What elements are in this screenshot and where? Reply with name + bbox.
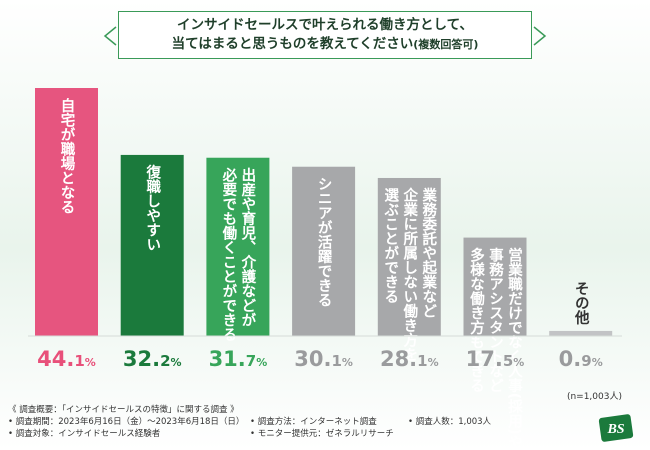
title-line-2-suffix: (複数回答可) — [413, 38, 479, 51]
bar-label-5-line-1: 選ぶことができる — [382, 188, 399, 304]
bar-group-7: その他 0.9% — [549, 281, 613, 371]
bar-group-4: シニアが活躍できる 30.1% — [292, 166, 356, 371]
bar-label-4-line-1: シニアが活躍できる — [316, 177, 332, 308]
bar-3 — [206, 157, 270, 336]
bar-6 — [463, 237, 527, 336]
title-line-1: インサイドセールスで叶えられる働き方として、 — [177, 17, 473, 33]
value-label-1: 44.1% — [37, 347, 96, 371]
title-line-2: 当てはまると思うものを教えてください(複数回答可) — [172, 35, 479, 54]
bar-label-6-line-1: 多様な働き方もできる — [468, 246, 485, 393]
bar-4 — [292, 166, 356, 336]
logo-text: BS — [606, 422, 624, 437]
bar-group-3: 必要でも働くことができる 出産や育児、介護などが 31.7% — [206, 157, 270, 371]
footer-target: • 調査対象：インサイドセールス経験者 — [8, 429, 161, 439]
bar-label-2-line-1: 復職しやすい — [144, 164, 161, 252]
value-label-5: 28.1% — [380, 347, 439, 371]
footer-method: • 調査方法：インターネット調査 — [250, 417, 377, 427]
bar-group-5: 選ぶことができる 企業に所属しない働き方を 業務委託や起業など 28.1% — [377, 177, 441, 371]
bar-5 — [377, 177, 441, 336]
bar-label-7-line-1: その他 — [573, 281, 590, 326]
value-label-4: 30.1% — [294, 347, 353, 371]
footer-period: • 調査期間：2023年6月16日（金）〜2023年6月18日（日） — [8, 417, 245, 427]
bar-2 — [120, 154, 184, 336]
bar-label-6-line-2: 事務アシスタントなど — [487, 246, 503, 393]
chevron-left-icon — [103, 26, 117, 46]
logo: BS — [598, 414, 634, 442]
bar-group-2: 復職しやすい 32.2% — [120, 154, 184, 371]
bar-group-1: 自宅が職場となる 44.1% — [35, 88, 98, 371]
title-line-2-main: 当てはまると思うものを教えてください — [171, 36, 414, 52]
footer-provider: • モニター提供元：ゼネラルリサーチ — [250, 429, 394, 439]
value-label-3: 31.7% — [209, 347, 268, 371]
value-label-7: 0.9% — [559, 347, 603, 371]
bar-7 — [549, 330, 613, 336]
bar-label-6-line-3: 営業職だけでなく人事(採用)や — [506, 246, 523, 449]
bar-label-3-line-2: 出産や育児、介護などが — [239, 166, 256, 327]
footer-respondents: • 調査人数：1,003人 — [408, 417, 492, 427]
chevron-right-icon — [533, 26, 547, 46]
bar-label-1-line-1: 自宅が職場となる — [59, 97, 75, 215]
footer-overview: 《 調査概要：「インサイドセールスの特徴」に関する調査 》 — [8, 405, 239, 415]
sample-size: (n=1,003人) — [566, 392, 622, 402]
bar-label-5-line-3: 業務委託や起業など — [420, 187, 437, 319]
chart-title: インサイドセールスで叶えられる働き方として、 当てはまると思うものを教えてくださ… — [118, 11, 532, 59]
bar-group-6: 多様な働き方もできる 事務アシスタントなど 営業職だけでなく人事(採用)や17.5% — [463, 237, 527, 450]
value-label-2: 32.2% — [123, 347, 182, 371]
bar-1 — [35, 88, 98, 336]
bar-label-5-line-2: 企業に所属しない働き方を — [401, 187, 418, 362]
value-label-6: 17.5% — [466, 347, 525, 371]
bar-label-3-line-1: 必要でも働くことができる — [220, 166, 237, 342]
